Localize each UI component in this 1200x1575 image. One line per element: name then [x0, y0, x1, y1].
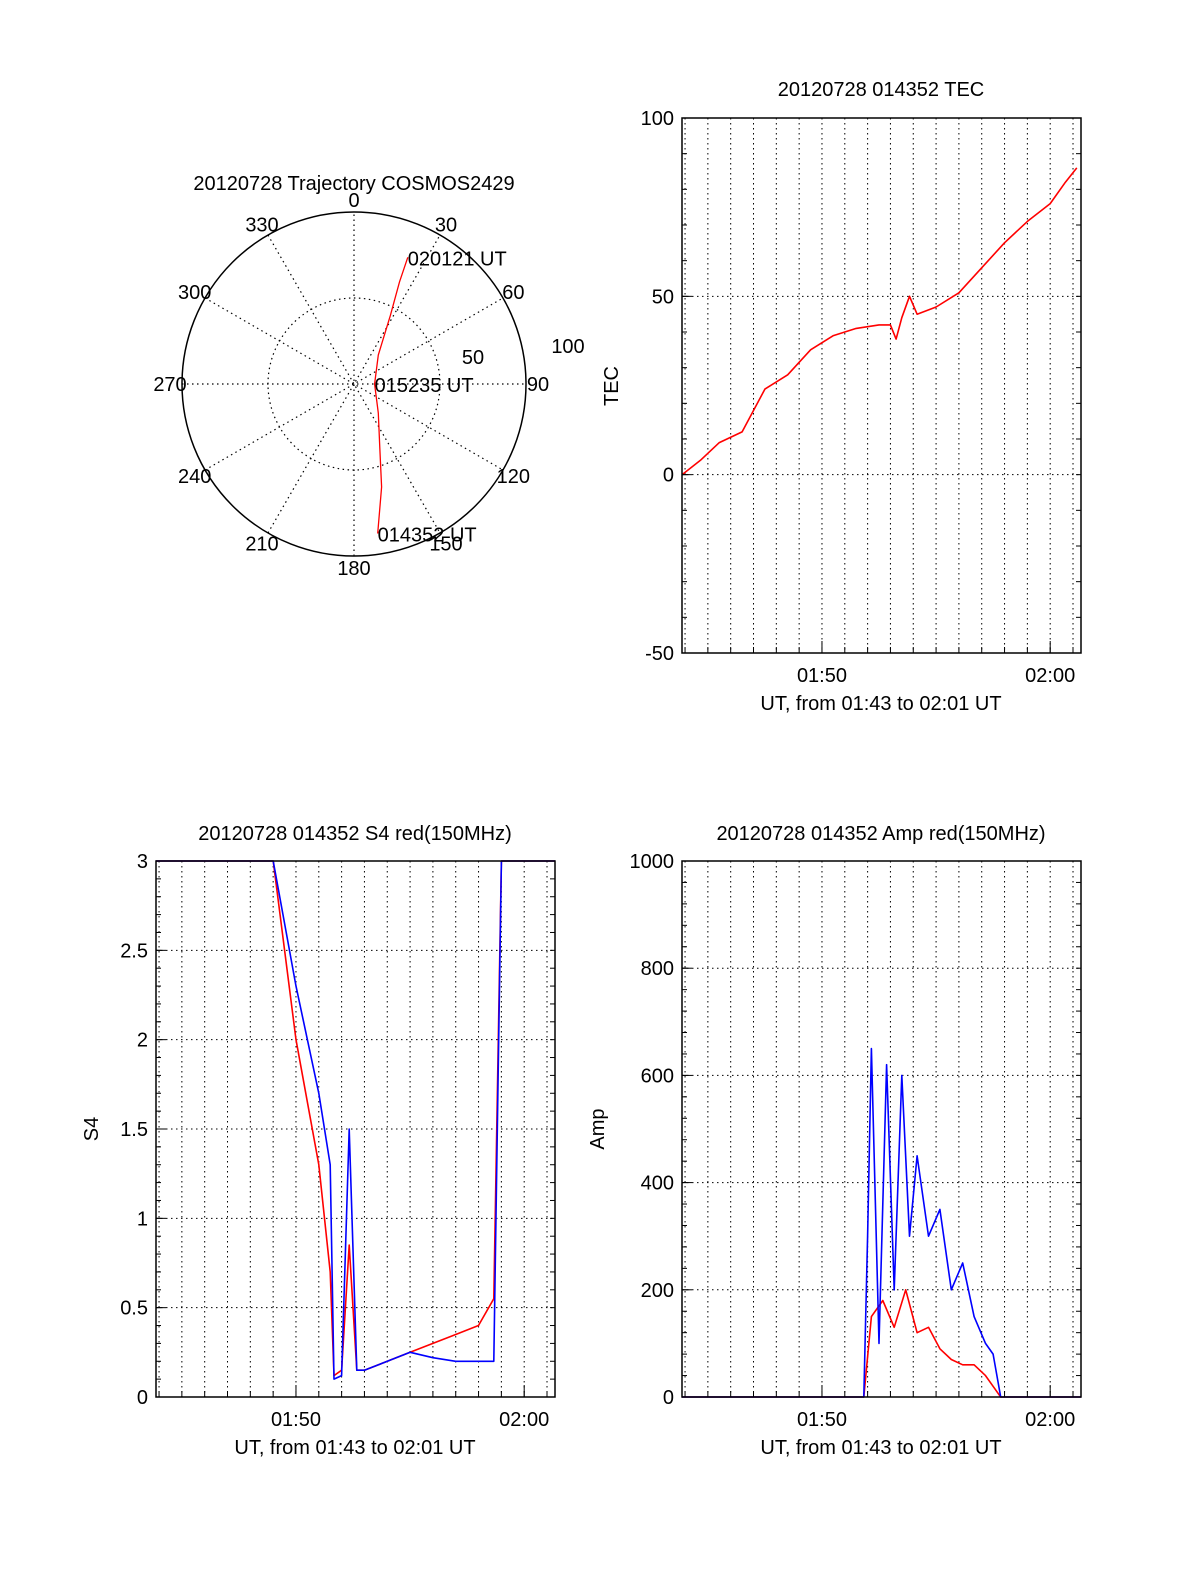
polar-azimuth-label: 180 — [337, 558, 370, 580]
s4-x-tick-label: 01:50 — [271, 1409, 321, 1431]
s4-chart-title: 20120728 014352 S4 red(150MHz) — [198, 823, 512, 845]
tec-chart-title: 20120728 014352 TEC — [778, 79, 984, 101]
amp-x-axis-label: UT, from 01:43 to 02:01 UT — [760, 1437, 1001, 1459]
tec-x-tick-label: 01:50 — [797, 665, 847, 687]
amp-series-line-1 — [682, 1047, 1081, 1398]
polar-azimuth-label: 210 — [245, 533, 278, 555]
polar-azimuth-label: 60 — [502, 282, 524, 304]
polar-annotation: 020121 UT — [408, 248, 507, 270]
amp-y-tick-label: 400 — [641, 1173, 674, 1195]
s4-y-tick-label: 1.5 — [120, 1119, 148, 1141]
polar-azimuth-label: 270 — [153, 374, 186, 396]
amp-chart-title: 20120728 014352 Amp red(150MHz) — [716, 823, 1045, 845]
amp-chart: 20120728 014352 Amp red(150MHz) 0 200 400 6… — [587, 823, 1082, 1459]
polar-azimuth-label: 90 — [527, 374, 549, 396]
polar-azimuth-label: 300 — [178, 282, 211, 304]
tec-plot-frame — [681, 117, 1082, 654]
s4-series-line-1 — [156, 860, 555, 1380]
tec-y-tick-label: 0 — [663, 465, 674, 487]
tec-y-tick-label: 50 — [652, 286, 674, 308]
amp-x-tick-label: 01:50 — [797, 1409, 847, 1431]
amp-y-axis-label: Amp — [587, 1108, 609, 1149]
polar-azimuth-label: 150 — [429, 533, 462, 555]
amp-y-tick-label: 1000 — [630, 851, 675, 873]
amp-x-tick-label: 02:00 — [1025, 1409, 1075, 1431]
polar-annotation: 015235 UT — [375, 375, 474, 397]
polar-azimuth-labels: 0 30 60 90 120 150 180 210 240 270 300 330 — [153, 190, 549, 580]
polar-azimuth-label: 120 — [497, 466, 530, 488]
polar-radial-label-100: 100 — [551, 336, 584, 358]
polar-azimuth-label: 0 — [348, 190, 359, 212]
polar-chart: 20120728 Trajectory COSMOS2429 0 30 60 90 12… — [153, 173, 584, 580]
tec-x-axis-label: UT, from 01:43 to 02:01 UT — [760, 693, 1001, 715]
s4-y-tick-label: 1 — [137, 1208, 148, 1230]
amp-y-tick-label: 200 — [641, 1280, 674, 1302]
polar-series — [373, 257, 409, 534]
tec-y-tick-label: -50 — [645, 643, 674, 665]
tec-series-line-0 — [681, 167, 1078, 476]
s4-x-axis-label: UT, from 01:43 to 02:01 UT — [234, 1437, 475, 1459]
polar-radial-label-50: 50 — [462, 347, 484, 369]
polar-grid — [182, 212, 526, 556]
polar-azimuth-label: 330 — [245, 215, 278, 237]
polar-annotations: 020121 UT 015235 UT 014352 UT — [375, 248, 507, 546]
s4-chart: 20120728 014352 S4 red(150MHz) 0 0.5 1 1.5 2… — [81, 823, 556, 1459]
s4-x-tick-label: 02:00 — [499, 1409, 549, 1431]
s4-y-tick-label: 2 — [137, 1030, 148, 1052]
amp-series-line-0 — [682, 1289, 1081, 1398]
polar-annotation: 014352 UT — [378, 524, 477, 546]
s4-y-tick-label: 2.5 — [120, 940, 148, 962]
s4-y-tick-label: 0 — [137, 1387, 148, 1409]
polar-outer-circle — [181, 211, 527, 557]
tec-x-tick-label: 02:00 — [1025, 665, 1075, 687]
polar-chart-title: 20120728 Trajectory COSMOS2429 — [193, 173, 514, 195]
s4-y-tick-label: 3 — [137, 851, 148, 873]
s4-y-tick-label: 0.5 — [120, 1298, 148, 1320]
s4-y-axis-label: S4 — [81, 1117, 103, 1141]
polar-azimuth-label: 30 — [435, 215, 457, 237]
polar-grid-circle — [267, 297, 441, 471]
tec-y-tick-label: 100 — [641, 108, 674, 130]
tec-y-axis-label: TEC — [601, 366, 623, 406]
polar-trajectory-line — [373, 257, 409, 534]
polar-azimuth-label: 240 — [178, 466, 211, 488]
amp-y-tick-label: 800 — [641, 958, 674, 980]
amp-y-tick-label: 600 — [641, 1065, 674, 1087]
amp-y-tick-label: 0 — [663, 1387, 674, 1409]
amp-plot-frame — [681, 860, 1082, 1398]
